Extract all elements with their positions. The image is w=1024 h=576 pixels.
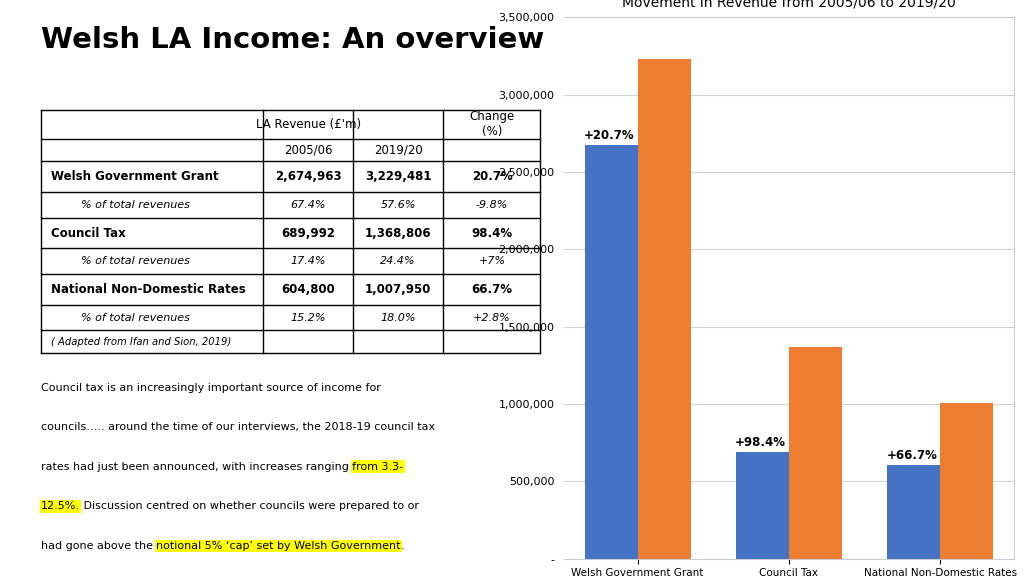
Bar xyxy=(638,59,690,559)
Text: % of total revenues: % of total revenues xyxy=(81,200,189,210)
Text: 604,800: 604,800 xyxy=(282,283,335,296)
Text: +7%: +7% xyxy=(478,256,506,266)
Text: 98.4%: 98.4% xyxy=(471,226,513,240)
Text: .: . xyxy=(401,541,404,551)
Text: % of total revenues: % of total revenues xyxy=(81,313,189,323)
Bar xyxy=(888,465,940,559)
Text: -9.8%: -9.8% xyxy=(476,200,508,210)
Text: +20.7%: +20.7% xyxy=(584,129,635,142)
Text: 24.4%: 24.4% xyxy=(380,256,416,266)
Text: 18.0%: 18.0% xyxy=(380,313,416,323)
Text: 12.5%.: 12.5%. xyxy=(41,501,80,511)
Bar xyxy=(585,145,638,559)
Text: 66.7%: 66.7% xyxy=(471,283,513,296)
Text: Welsh LA Income: An overview: Welsh LA Income: An overview xyxy=(41,26,544,54)
Text: +98.4%: +98.4% xyxy=(735,436,786,449)
Text: from 3.3-: from 3.3- xyxy=(352,462,403,472)
Text: Welsh Government Grant: Welsh Government Grant xyxy=(51,170,218,183)
Text: 1,007,950: 1,007,950 xyxy=(365,283,431,296)
Text: 1,368,806: 1,368,806 xyxy=(365,226,431,240)
Text: Council Tax: Council Tax xyxy=(51,226,126,240)
Text: LA Revenue (£'m): LA Revenue (£'m) xyxy=(256,118,360,131)
Text: notional 5% ‘cap’ set by Welsh Government: notional 5% ‘cap’ set by Welsh Governmen… xyxy=(157,541,401,551)
Text: had gone above the: had gone above the xyxy=(41,541,157,551)
Bar xyxy=(940,403,993,559)
Text: ( Adapted from Ifan and Sion, 2019): ( Adapted from Ifan and Sion, 2019) xyxy=(51,336,231,347)
Text: rates had just been announced, with increases ranging: rates had just been announced, with incr… xyxy=(41,462,352,472)
Text: 67.4%: 67.4% xyxy=(291,200,326,210)
Bar xyxy=(788,347,842,559)
Text: +2.8%: +2.8% xyxy=(473,313,511,323)
Bar xyxy=(736,452,788,559)
Text: Discussion centred on whether councils were prepared to or: Discussion centred on whether councils w… xyxy=(80,501,419,511)
Text: Change
(%): Change (%) xyxy=(469,111,515,138)
Text: 2005/06: 2005/06 xyxy=(284,143,333,157)
Text: National Non-Domestic Rates: National Non-Domestic Rates xyxy=(51,283,246,296)
Text: +66.7%: +66.7% xyxy=(887,449,937,462)
Title: Movement in Revenue from 2005/06 to 2019/20: Movement in Revenue from 2005/06 to 2019… xyxy=(623,0,955,9)
Text: 3,229,481: 3,229,481 xyxy=(365,170,431,183)
Text: 20.7%: 20.7% xyxy=(472,170,512,183)
Text: 17.4%: 17.4% xyxy=(291,256,326,266)
Text: councils….. around the time of our interviews, the 2018-19 council tax: councils….. around the time of our inter… xyxy=(41,422,435,432)
Text: 15.2%: 15.2% xyxy=(291,313,326,323)
Text: 2,674,963: 2,674,963 xyxy=(274,170,342,183)
Text: Council tax is an increasingly important source of income for: Council tax is an increasingly important… xyxy=(41,383,381,393)
Text: 57.6%: 57.6% xyxy=(380,200,416,210)
Text: 2019/20: 2019/20 xyxy=(374,143,423,157)
Text: 689,992: 689,992 xyxy=(282,226,335,240)
Text: % of total revenues: % of total revenues xyxy=(81,256,189,266)
